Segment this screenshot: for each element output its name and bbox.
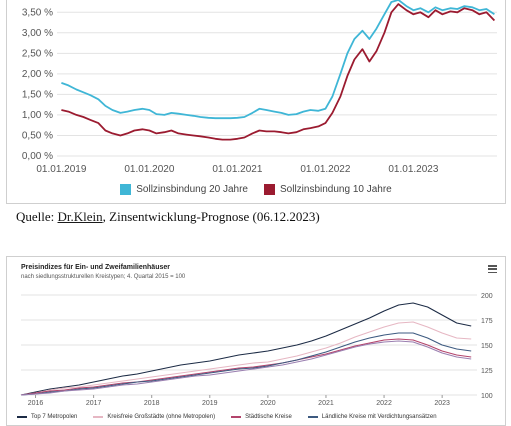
x-tick-label: 2020 <box>260 400 276 407</box>
y-tick-label: 0,00 % <box>22 151 53 162</box>
y-tick-label: 2,00 % <box>22 69 53 80</box>
series-line-3 <box>20 332 472 396</box>
y-tick-label: 150 <box>481 343 493 350</box>
legend-label-20-jahre: Sollzinsbindung 20 Jahre <box>136 184 248 195</box>
y-tick-label: 3,00 % <box>22 28 53 39</box>
legend-label-10-jahre: Sollzinsbindung 10 Jahre <box>280 184 392 195</box>
x-tick-label: 2023 <box>434 400 450 407</box>
price-index-chart: Preisindizes für Ein- und Zweifamilienhä… <box>6 256 506 426</box>
y-tick-label: 1,00 % <box>22 110 53 121</box>
price-index-chart-svg: 100 125 150 175 200 2016 2017 2018 2019 2020 2021 2… <box>20 293 493 407</box>
y-tick-label: 200 <box>481 293 493 300</box>
x-tick-label: 01.01.2019 <box>36 164 86 175</box>
y-tick-label: 100 <box>481 393 493 400</box>
legend-label-top7: Top 7 Metropolen <box>31 414 78 420</box>
y-tick-label: 1,50 % <box>22 89 53 100</box>
x-tick-label: 2018 <box>144 400 160 407</box>
legend-item-grossstaedte[interactable]: Kreisfreie Großstädte (ohne Metropolen) <box>93 414 215 420</box>
interest-chart-legend: Sollzinsbindung 20 Jahre Sollzinsbindung… <box>7 184 505 195</box>
price-chart-legend: Top 7 Metropolen Kreisfreie Großstädte (… <box>17 414 497 420</box>
x-tick-label: 01.01.2020 <box>124 164 174 175</box>
y-tick-label: 2,50 % <box>22 48 53 59</box>
legend-label-grossstaedte: Kreisfreie Großstädte (ohne Metropolen) <box>107 414 216 420</box>
chart-title: Preisindizes für Ein- und Zweifamilienhä… <box>21 264 170 271</box>
legend-line-grossstaedte <box>93 416 104 418</box>
menu-bar <box>488 271 497 273</box>
series-line-0 <box>61 0 495 120</box>
hamburger-menu-icon[interactable] <box>488 265 497 273</box>
x-tick-label: 2019 <box>202 400 218 407</box>
source-link[interactable]: Dr.Klein <box>57 209 103 224</box>
series-line-0 <box>20 302 472 396</box>
x-tick-label: 2016 <box>28 400 44 407</box>
legend-swatch-20-jahre <box>120 184 132 195</box>
x-tick-label: 01.01.2021 <box>212 164 262 175</box>
menu-bar <box>488 265 497 267</box>
x-tick-label: 01.01.2023 <box>388 164 438 175</box>
legend-swatch-10-jahre <box>264 184 275 195</box>
legend-line-staedtische-kreise <box>231 416 242 418</box>
legend-line-laendliche-kreise <box>307 416 318 418</box>
caption-suffix: , Zinsentwicklung-Prognose (06.12.2023) <box>102 209 320 224</box>
legend-item-10-jahre[interactable]: Sollzinsbindung 10 Jahre <box>264 184 392 195</box>
x-tick-label: 2021 <box>318 400 334 407</box>
legend-line-top7 <box>17 416 27 418</box>
x-tick-label: 01.01.2022 <box>300 164 350 175</box>
legend-item-laendliche-kreise[interactable]: Ländliche Kreise mit Verdichtungsansätze… <box>307 414 437 420</box>
caption-prefix: Quelle: <box>16 209 58 224</box>
x-tick-label: 2017 <box>86 400 102 407</box>
legend-item-20-jahre[interactable]: Sollzinsbindung 20 Jahre <box>120 184 248 195</box>
interest-rate-chart: 0,00 % 0,50 % 1,00 % 1,50 % 2,00 % 2,50 % 3,00… <box>6 0 506 204</box>
interest-rate-chart-svg: 0,00 % 0,50 % 1,00 % 1,50 % 2,00 % 2,50 % 3,00… <box>22 0 497 175</box>
menu-bar <box>488 268 497 270</box>
legend-label-laendliche-kreise: Ländliche Kreise mit Verdichtungsansätze… <box>321 414 437 420</box>
source-caption: Quelle: Dr.Klein, Zinsentwicklung-Progno… <box>16 209 320 225</box>
series-line-1 <box>61 3 496 141</box>
series-line-1 <box>20 321 472 396</box>
legend-item-top7[interactable]: Top 7 Metropolen <box>17 414 77 420</box>
legend-item-staedtische-kreise[interactable]: Städtische Kreise <box>231 414 292 420</box>
y-tick-label: 175 <box>481 318 493 325</box>
y-tick-label: 0,50 % <box>22 130 53 141</box>
y-tick-label: 125 <box>481 368 493 375</box>
x-tick-label: 2022 <box>376 400 392 407</box>
y-tick-label: 3,50 % <box>22 7 53 18</box>
series-line-4 <box>20 340 472 396</box>
chart-subtitle: nach siedlungsstrukturellen Kreistypen; … <box>21 274 186 280</box>
legend-label-staedtische-kreise: Städtische Kreise <box>245 414 292 420</box>
series-line-2 <box>20 338 472 396</box>
